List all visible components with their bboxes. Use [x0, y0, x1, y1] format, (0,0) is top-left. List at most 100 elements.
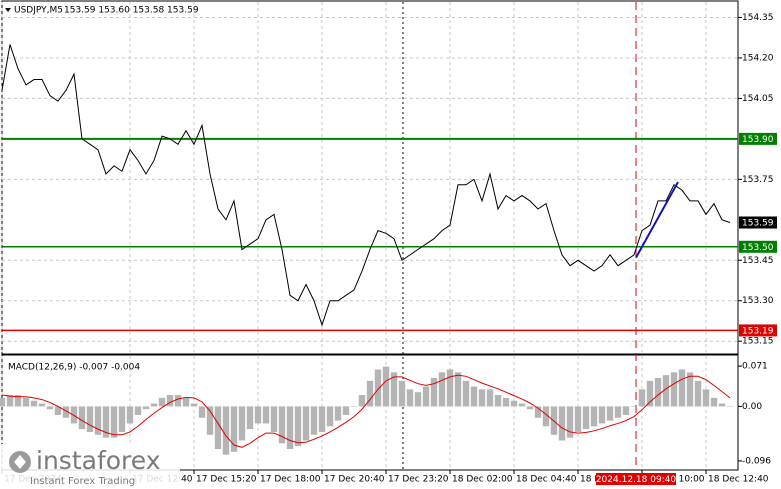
macd-bar: [566, 406, 574, 438]
trendline: [635, 181, 679, 259]
macd-bar: [510, 400, 518, 407]
macd-bar: [230, 406, 238, 452]
macd-bar: [182, 397, 190, 407]
macd-bar: [446, 369, 454, 407]
price-line: [1, 44, 731, 327]
macd-bar: [406, 389, 414, 407]
macd-bar: [486, 389, 494, 407]
macd-bar: [534, 406, 542, 418]
macd-bar: [86, 406, 94, 432]
macd-bar: [614, 406, 622, 418]
x-tick-label: 18 Dec 04:40: [516, 475, 577, 485]
macd-bar: [198, 406, 206, 418]
macd-y-tick-label: 0.071: [742, 362, 768, 372]
macd-bar: [126, 406, 134, 424]
macd-bar: [206, 406, 214, 435]
macd-bar: [654, 378, 662, 407]
logo-icon-mark: [14, 455, 26, 469]
chart-title: USDJPY,M5: [14, 6, 63, 16]
macd-bar: [526, 406, 534, 410]
macd-bar: [366, 380, 374, 407]
level-label: 153.90: [742, 135, 774, 145]
level-label-box: [739, 240, 777, 253]
macd-bar: [174, 395, 182, 407]
macd-bar: [694, 380, 702, 407]
macd-bar: [310, 406, 318, 435]
macd-bar: [326, 406, 334, 427]
current-price-box: [739, 216, 777, 229]
macd-bar: [110, 406, 118, 438]
macd-bar: [622, 406, 630, 415]
macd-bar: [574, 406, 582, 432]
chart-subtitle: 153.59 153.60 153.58 153.59: [64, 6, 199, 16]
macd-bar: [134, 406, 142, 415]
macd-y-tick-label: -0.096: [742, 456, 771, 466]
macd-bar: [558, 406, 566, 441]
x-tick-label: 17 Dec 20:40: [324, 475, 385, 485]
macd-bar: [158, 397, 166, 407]
macd-bar: [294, 406, 302, 447]
level-label: 153.19: [742, 326, 774, 336]
macd-bar: [262, 406, 270, 424]
macd-bar: [78, 406, 86, 430]
menu-arrow: [5, 8, 11, 12]
macd-bar: [590, 406, 598, 427]
y-tick-label: 153.15: [742, 337, 774, 347]
macd-bar: [702, 389, 710, 407]
macd-bar: [94, 406, 102, 435]
macd-bar: [166, 395, 174, 407]
macd-bar: [710, 397, 718, 407]
macd-bar: [430, 378, 438, 407]
macd-bar: [22, 397, 30, 407]
macd-bar: [334, 406, 342, 421]
y-tick-label: 153.30: [742, 296, 774, 306]
macd-signal: [1, 374, 731, 448]
level-label: 153.50: [742, 243, 774, 253]
macd-bar: [54, 406, 62, 415]
macd-bar: [38, 403, 46, 407]
macd-y-tick-label: 0.00: [742, 402, 762, 412]
y-tick-label: 153.75: [742, 175, 774, 185]
macd-bar: [414, 392, 422, 407]
time-marker-label: 2024.12.18 09:40: [596, 475, 677, 485]
macd-bar: [630, 406, 638, 407]
macd-bar: [382, 366, 390, 407]
macd-bar: [286, 406, 294, 449]
x-tick-label: 17 Dec 18:00: [260, 475, 321, 485]
macd-bar: [246, 406, 254, 430]
macd-bar: [598, 406, 606, 424]
macd-bar: [14, 395, 22, 407]
macd-bar: [398, 380, 406, 407]
level-label-box: [739, 132, 777, 145]
current-price-label: 153.59: [742, 219, 774, 229]
macd-bar: [470, 386, 478, 407]
macd-bar: [62, 406, 70, 418]
macd-bar: [422, 386, 430, 407]
macd-bar: [438, 372, 446, 407]
macd-bar: [390, 372, 398, 407]
macd-bar: [254, 406, 262, 424]
macd-bar: [318, 406, 326, 432]
macd-bar: [454, 372, 462, 407]
y-tick-label: 153.45: [742, 256, 774, 266]
macd-bar: [278, 406, 286, 444]
macd-bar: [542, 406, 550, 427]
macd-bar: [646, 380, 654, 407]
macd-bar: [238, 406, 246, 441]
macd-bar: [678, 369, 686, 407]
macd-bar: [342, 406, 350, 415]
macd-bar: [686, 372, 694, 407]
y-tick-label: 154.35: [742, 13, 774, 23]
macd-bar: [0, 397, 6, 407]
macd-bar: [350, 406, 358, 407]
macd-bar: [726, 406, 734, 407]
x-tick-label: 17 Dec 15:20: [196, 475, 257, 485]
macd-bar: [374, 369, 382, 407]
macd-bar: [478, 389, 486, 407]
macd-bar: [222, 406, 230, 455]
macd-bar: [718, 403, 726, 407]
logo: instaforex Instant Forex Trading: [0, 444, 180, 489]
macd-bar: [662, 375, 670, 407]
macd-bar: [190, 403, 198, 407]
